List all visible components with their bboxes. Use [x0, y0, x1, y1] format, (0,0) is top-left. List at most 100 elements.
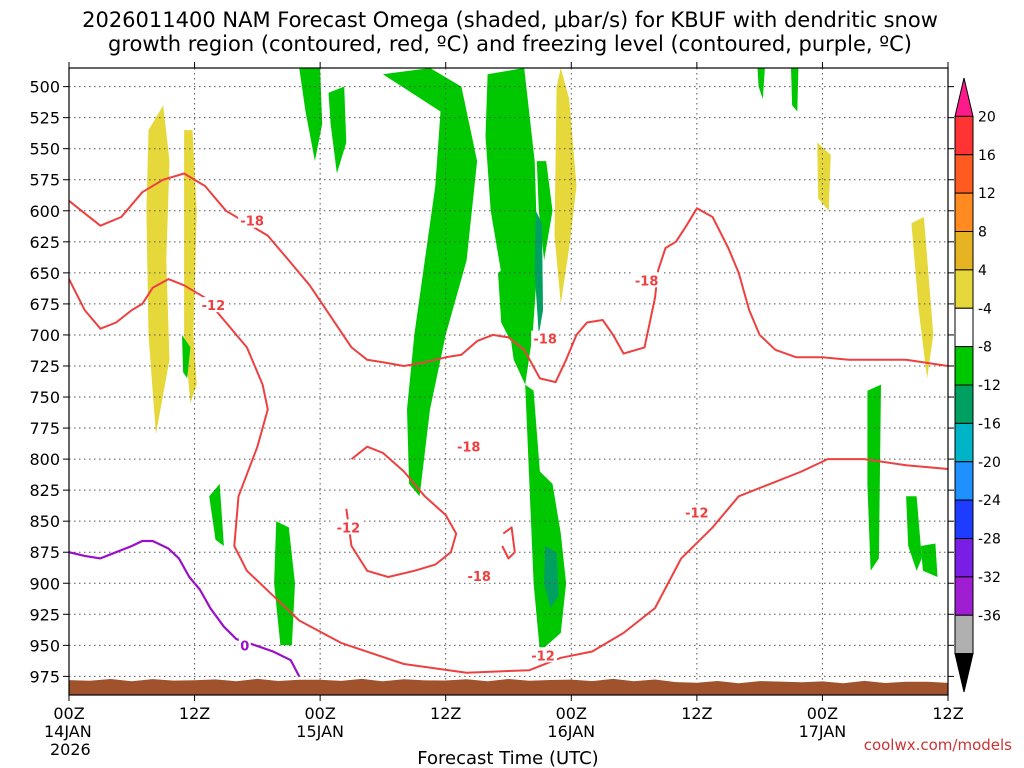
- colorbar-label-13: -36: [978, 608, 1001, 624]
- y-tick-label-600: 600: [29, 202, 60, 221]
- y-tick-label-675: 675: [29, 295, 60, 314]
- colorbar-swatch-2: [954, 154, 974, 194]
- omega-region-18: [906, 496, 922, 571]
- omega-region-21: [544, 546, 559, 609]
- omega-region-1: [184, 130, 197, 404]
- dgz-label-b: -12: [202, 299, 226, 314]
- x-tick-date-0: 14JAN: [44, 722, 92, 741]
- y-tick-label-525: 525: [29, 109, 60, 128]
- dgz-label-f-bg: [334, 519, 363, 535]
- dgz-label-a-group: -18: [238, 212, 267, 230]
- x-tick-date-48: 16JAN: [547, 722, 595, 741]
- contour-layer: -18 -12 -18 -18 -18 -12 -18 -12 -12 0: [68, 172, 949, 677]
- y-tick-label-925: 925: [29, 605, 60, 624]
- dgz-label-c: -18: [533, 333, 557, 348]
- omega-region-6: [328, 86, 347, 174]
- x-tick-label-12: 12Z: [179, 704, 210, 723]
- chart-title-line-2: growth region (contoured, red, ºC) and f…: [108, 32, 912, 56]
- x-tick-label-84: 12Z: [932, 704, 963, 723]
- dgz-label-b-group: -12: [199, 297, 228, 314]
- y-tick-label-550: 550: [29, 140, 60, 159]
- y-tick-label-950: 950: [29, 636, 60, 655]
- x-tick-label-24: 00Z: [304, 704, 335, 723]
- freezing-label-bg: [238, 637, 251, 653]
- x-tick-label-72: 00Z: [807, 704, 838, 723]
- dgz-label-c-bg: [531, 330, 560, 346]
- colorbar-label-10: -24: [978, 493, 1001, 509]
- x-tick-date-24: 15JAN: [296, 722, 344, 741]
- colorbar-swatch-4: [954, 231, 974, 271]
- terrain-layer: [69, 678, 948, 695]
- x-tick-date-72: 17JAN: [799, 722, 847, 741]
- dgz-label-g-group: -18: [465, 567, 494, 585]
- colorbar-cap-bottom: [954, 653, 974, 693]
- x-tick-label-36: 12Z: [430, 704, 461, 723]
- dgz-label-i-group: -12: [682, 504, 711, 521]
- omega-region-7: [382, 68, 478, 497]
- dgz-label-f-group: -12: [334, 519, 363, 536]
- y-tick-label-625: 625: [29, 233, 60, 252]
- colorbar-label-9: -20: [978, 455, 1001, 471]
- dgz-label-e: -18: [457, 441, 481, 456]
- freezing-level-contour: [68, 539, 301, 677]
- dgz-label-g-bg: [465, 567, 494, 583]
- omega-region-14: [209, 483, 224, 546]
- omega-region-8: [485, 68, 538, 385]
- colorbar-label-0: 20: [978, 109, 996, 125]
- colorbar-label-11: -28: [978, 532, 1001, 548]
- dgz-label-h-group: -12: [529, 647, 558, 664]
- omega-region-0: [146, 105, 170, 435]
- y-tick-label-575: 575: [29, 171, 60, 190]
- omega-region-15: [757, 68, 765, 99]
- colorbar-swatch-9: [954, 422, 974, 463]
- colorbar-cap-top: [954, 77, 974, 117]
- dgz-label-i-bg: [682, 504, 711, 520]
- dgz-contour-2: [345, 445, 458, 578]
- colorbar-label-8: -16: [978, 416, 1001, 432]
- colorbar-label-3: 8: [978, 225, 987, 241]
- x-axis-title: Forecast Time (UTC): [417, 748, 598, 768]
- omega-region-16: [791, 68, 799, 112]
- y-tick-label-850: 850: [29, 512, 60, 531]
- colorbar-swatch-14: [954, 614, 974, 655]
- colorbar-swatch-7: [954, 346, 974, 386]
- y-axis: 500 525 550 575 600 625 650 675 700 725 750 775 800 8…: [29, 78, 954, 686]
- dgz-label-f: -12: [337, 521, 361, 536]
- dgz-label-h: -12: [531, 649, 555, 664]
- y-tick-label-725: 725: [29, 357, 60, 376]
- colorbar-label-4: 4: [978, 263, 987, 279]
- terrain-ground: [69, 678, 948, 695]
- dgz-label-a: -18: [240, 215, 264, 230]
- chart-title-line-1: 2026011400 NAM Forecast Omega (shaded, μ…: [82, 8, 938, 32]
- watermark-text: coolwx.com/models: [864, 736, 1012, 754]
- colorbar-label-6: -8: [978, 340, 992, 356]
- dgz-contour-0: [68, 278, 949, 674]
- colorbar-label-2: 12: [978, 186, 996, 202]
- dgz-label-e-group: -18: [454, 438, 483, 456]
- colorbar-swatch-1: [954, 115, 974, 156]
- y-tick-label-650: 650: [29, 264, 60, 283]
- dgz-label-d-group: -18: [632, 272, 661, 289]
- colorbar-swatch-8: [954, 384, 974, 424]
- colorbar: 20 16 12 8 4 -4 -8 -12 -16 -20 -24 -28 -32 -36: [954, 77, 1001, 693]
- omega-region-13: [182, 334, 191, 379]
- dgz-label-a-bg: [238, 212, 267, 228]
- omega-shading-layer: [146, 68, 938, 652]
- omega-region-17: [867, 384, 881, 571]
- plot-frame: [68, 67, 949, 696]
- y-tick-label-750: 750: [29, 388, 60, 407]
- freezing-label: 0: [240, 639, 249, 654]
- colorbar-label-5: -4: [978, 301, 992, 317]
- colorbar-label-1: 16: [978, 148, 996, 164]
- colorbar-swatch-12: [954, 538, 974, 578]
- omega-region-20: [534, 210, 543, 335]
- dgz-label-c-group: -18: [531, 330, 560, 348]
- dgz-label-b-bg: [199, 297, 228, 313]
- colorbar-label-7: -12: [978, 378, 1001, 394]
- y-tick-label-500: 500: [29, 78, 60, 97]
- dgz-label-d-bg: [632, 272, 661, 288]
- omega-region-5: [299, 68, 323, 162]
- colorbar-swatch-5: [954, 269, 974, 309]
- colorbar-swatch-6: [954, 307, 974, 348]
